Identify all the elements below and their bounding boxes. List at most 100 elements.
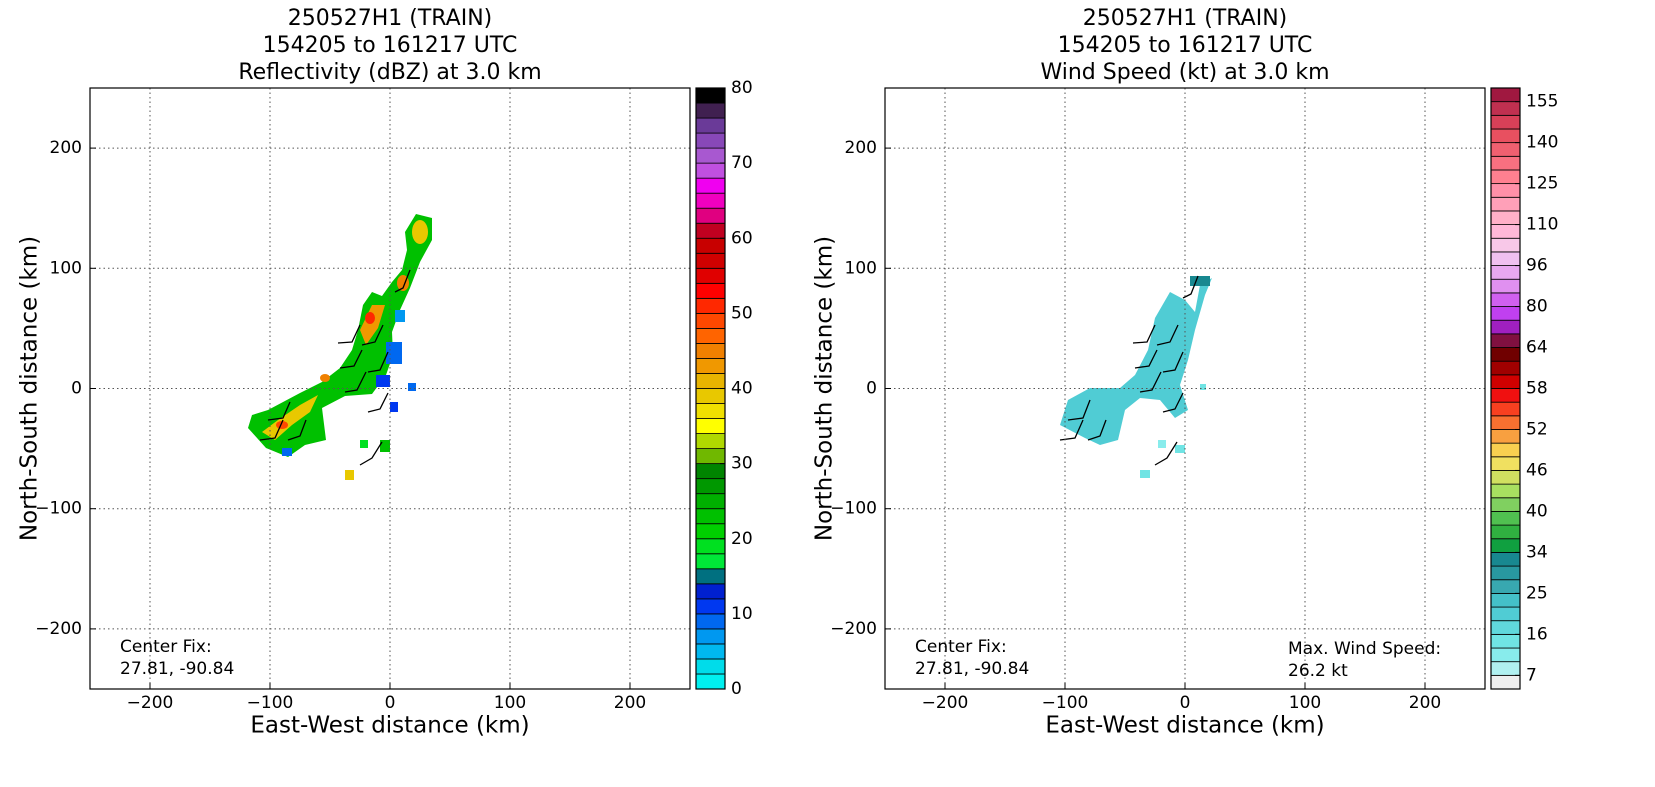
colorbar-tick-label: 96: [1526, 256, 1548, 276]
colorbar-box: [1490, 415, 1521, 430]
colorbar-box: [1490, 196, 1521, 212]
colorbar-box: [1490, 360, 1521, 376]
x-tick-label: 200: [614, 693, 646, 713]
colorbar-box: [1490, 429, 1521, 444]
colorbar-box: [695, 117, 726, 134]
colorbar-box: [695, 448, 726, 465]
colorbar-box: [695, 237, 726, 254]
colorbar-tick-label: 25: [1526, 583, 1548, 603]
y-axis-label: North-South distance (km): [812, 236, 838, 541]
colorbar-box: [1490, 592, 1521, 608]
colorbar-box: [1490, 674, 1521, 690]
colorbar-tick-label: 16: [1526, 624, 1548, 644]
colorbar-box: [695, 463, 726, 480]
center-fix-note: Center Fix:: [915, 637, 1007, 657]
y-tick-label: 100: [845, 258, 877, 278]
colorbar-tick-label: 70: [731, 153, 753, 173]
colorbar-box: [695, 192, 726, 209]
x-tick-label: 100: [494, 693, 526, 713]
colorbar-tick-label: 46: [1526, 460, 1548, 480]
reflectivity-field: [248, 214, 432, 480]
y-axis-label: North-South distance (km): [17, 236, 43, 541]
colorbar-box: [695, 613, 726, 630]
colorbar-box: [695, 433, 726, 450]
colorbar-box: [1490, 278, 1521, 294]
colorbar-box: [695, 327, 726, 344]
colorbar-box: [1490, 647, 1521, 663]
colorbar-tick-label: 20: [731, 529, 753, 549]
colorbar-tick-label: 40: [1526, 501, 1548, 521]
colorbar-tick-label: 125: [1526, 174, 1558, 194]
chart-title: 154205 to 161217 UTC: [1058, 33, 1313, 58]
wind-speed-field: [1060, 276, 1212, 478]
colorbar-box: [1490, 265, 1521, 280]
colorbar-box: [1490, 333, 1521, 348]
colorbar-box: [1490, 606, 1521, 622]
colorbar-box: [695, 388, 726, 404]
colorbar-tick-label: 52: [1526, 419, 1548, 439]
colorbar-box: [695, 508, 726, 525]
colorbar-box: [695, 343, 726, 359]
chart-title: Wind Speed (kt) at 3.0 km: [1040, 60, 1329, 85]
colorbar-tick-label: 50: [731, 303, 753, 323]
colorbar-box: [1490, 511, 1521, 526]
colorbar-tick-label: 60: [731, 228, 753, 248]
colorbar-box: [1490, 114, 1521, 130]
colorbar-tick-label: 0: [731, 679, 742, 699]
colorbar-box: [1490, 101, 1521, 116]
colorbar-box: [695, 598, 726, 615]
colorbar-box: [695, 493, 726, 510]
colorbar-tick-label: 7: [1526, 665, 1537, 685]
chart-title: 250527H1 (TRAIN): [1083, 6, 1288, 31]
plot-frame: [884, 87, 1486, 690]
colorbar-box: [695, 282, 726, 299]
colorbar-tick-label: 110: [1526, 215, 1558, 235]
colorbar-tick-label: 64: [1526, 338, 1548, 358]
colorbar-box: [695, 177, 726, 194]
colorbar-box: [695, 132, 726, 149]
colorbar-tick-label: 40: [731, 379, 753, 399]
x-tick-label: 0: [385, 693, 396, 713]
colorbar-box: [695, 553, 726, 570]
colorbar-box: [1490, 470, 1521, 485]
colorbar-box: [1490, 579, 1521, 594]
colorbar-box: [1490, 306, 1521, 321]
y-tick-label: 200: [50, 138, 82, 158]
colorbar-tick-label: 30: [731, 454, 753, 474]
y-tick-label: 0: [71, 379, 82, 399]
colorbar-box: [1490, 442, 1521, 458]
plot-frame: [89, 87, 691, 690]
colorbar-box: [695, 147, 726, 164]
colorbar-box: [695, 312, 726, 329]
colorbar-box: [695, 643, 726, 660]
colorbar-box: [1490, 633, 1521, 649]
colorbar-tick-label: 34: [1526, 542, 1548, 562]
colorbar-box: [1490, 552, 1521, 567]
colorbar-box: [1490, 210, 1521, 225]
colorbar-box: [1490, 183, 1521, 198]
colorbar-box: [1490, 319, 1521, 335]
colorbar-box: [695, 102, 726, 119]
colorbar-box: [695, 538, 726, 555]
colorbar-tick-label: 155: [1526, 92, 1558, 112]
wind-barbs: [259, 269, 1199, 466]
colorbar-box: [695, 358, 726, 374]
colorbar-box: [1490, 169, 1521, 185]
colorbar-box: [1490, 456, 1521, 471]
colorbar-box: [695, 568, 726, 585]
max-wind-note: 26.2 kt: [1288, 661, 1348, 681]
center-fix-note: 27.81, -90.84: [915, 659, 1029, 679]
colorbar-box: [695, 87, 726, 104]
center-fix-note: Center Fix:: [120, 637, 212, 657]
x-tick-label: 100: [1289, 693, 1321, 713]
colorbar-box: [1490, 347, 1521, 362]
colorbar-box: [695, 523, 726, 540]
colorbar-box: [1490, 128, 1521, 144]
colorbar-box: [695, 478, 726, 495]
colorbar-box: [695, 222, 726, 239]
colorbar-box: [1490, 87, 1521, 103]
colorbar-box: [1490, 497, 1521, 512]
colorbar-box: [1490, 620, 1521, 635]
colorbar-box: [695, 252, 726, 269]
